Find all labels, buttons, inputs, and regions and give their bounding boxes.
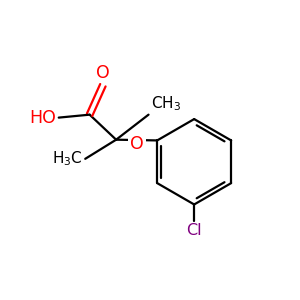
Text: H$_3$C: H$_3$C <box>52 149 83 168</box>
Text: CH$_3$: CH$_3$ <box>151 94 181 113</box>
Text: O: O <box>96 64 110 82</box>
Text: HO: HO <box>29 109 56 127</box>
Text: O: O <box>130 136 143 154</box>
Text: Cl: Cl <box>186 223 202 238</box>
